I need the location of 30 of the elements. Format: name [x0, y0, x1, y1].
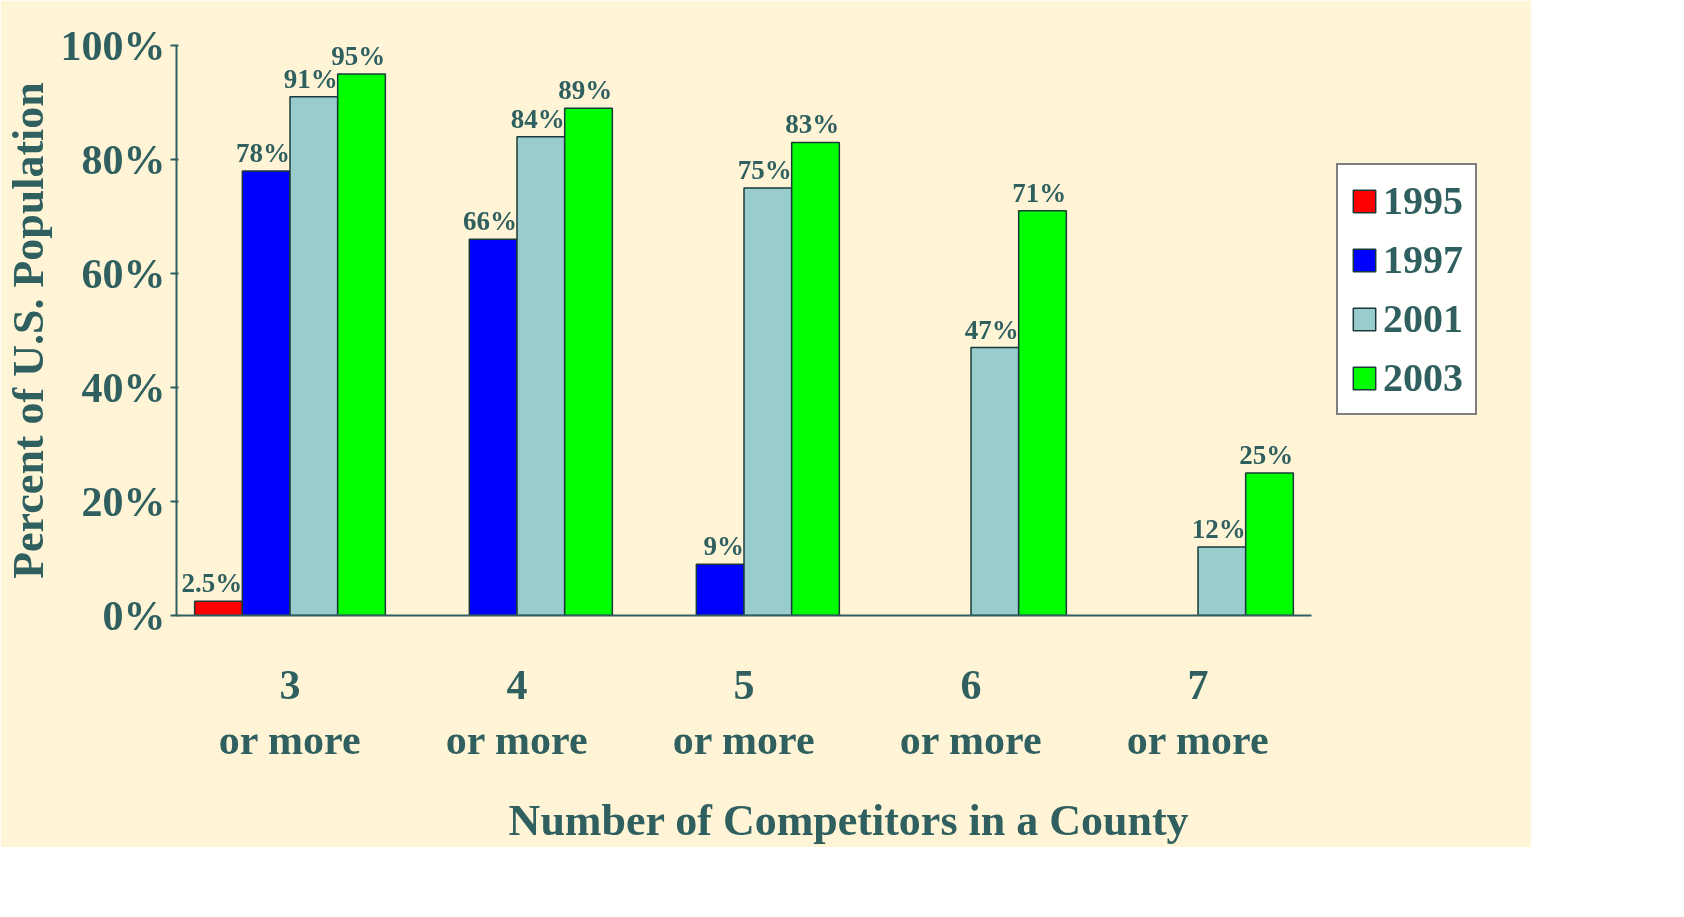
x-tick-label: 3 or more — [218, 661, 361, 763]
y-tick-label: 80% — [81, 136, 166, 183]
data-label: 47% — [964, 314, 1019, 345]
y-tick-label: 20% — [81, 478, 166, 525]
y-tick-label: 100% — [60, 22, 166, 69]
data-label: 9% — [703, 531, 744, 562]
data-label: 83% — [785, 109, 840, 140]
y-tick-label: 40% — [81, 364, 166, 411]
data-label: 71% — [1012, 177, 1067, 208]
legend-label: 1997 — [1383, 236, 1463, 283]
y-tick-label: 0% — [102, 592, 166, 639]
legend-label: 2003 — [1383, 354, 1463, 401]
x-tick-label: 5 or more — [672, 661, 815, 763]
legend-label: 1995 — [1383, 177, 1463, 224]
x-tick-label: 7 or more — [1126, 661, 1269, 763]
data-label: 75% — [737, 155, 792, 185]
data-label: 89% — [558, 75, 613, 106]
data-label: 66% — [463, 206, 517, 237]
x-tick-label: 4 or more — [445, 661, 588, 763]
y-axis-title: Percent of U.S. Population — [3, 82, 53, 579]
data-label: 95% — [331, 41, 386, 71]
data-label: 2.5% — [181, 568, 243, 599]
y-tick-label: 60% — [81, 250, 166, 297]
x-axis-title: Number of Competitors in a County — [508, 795, 1189, 845]
data-label: 25% — [1239, 440, 1294, 470]
data-label: 12% — [1191, 514, 1246, 545]
data-label: 78% — [236, 137, 290, 168]
x-tick-label: 6 or more — [899, 661, 1042, 763]
data-label: 84% — [510, 103, 565, 134]
legend-label: 2001 — [1383, 295, 1463, 342]
